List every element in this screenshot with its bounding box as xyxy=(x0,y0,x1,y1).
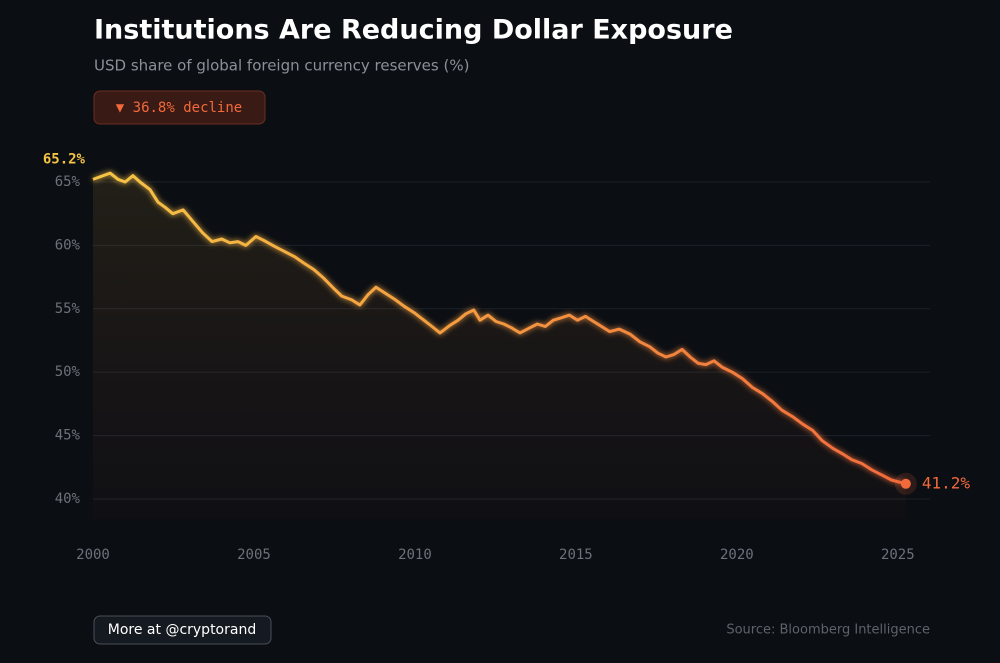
area xyxy=(93,173,906,520)
plot: 40% 45% 50% 55% 60% 65% 2000 2005 2010 2015 2020 20… xyxy=(43,151,971,563)
end-point xyxy=(900,478,911,489)
annotation: ▼ 36.8% decline xyxy=(116,100,242,116)
x-tick-label: 2020 xyxy=(720,547,754,563)
y-tick-label: 60% xyxy=(55,237,81,253)
x-tick-label: 2005 xyxy=(237,547,271,563)
link-button[interactable] xyxy=(93,615,272,645)
link-text[interactable]: More at @cryptorand xyxy=(108,622,256,638)
x-tick-label: 2025 xyxy=(881,547,915,563)
y-tick-label: 50% xyxy=(55,364,81,380)
line xyxy=(92,171,907,486)
y-tick-label: 40% xyxy=(55,491,81,507)
y-tick-label: 65% xyxy=(55,174,81,190)
x-tick-label: 2010 xyxy=(398,547,432,563)
chart-subtitle: USD share of global foreign currency res… xyxy=(94,57,469,75)
annotation-badge xyxy=(93,90,266,125)
y-tick-label: 55% xyxy=(55,301,81,317)
value-label: 65.2% xyxy=(43,151,86,167)
x-tick-label: 2000 xyxy=(76,547,110,563)
y-tick-label: 45% xyxy=(55,428,81,444)
chart-title: Institutions Are Reducing Dollar Exposur… xyxy=(94,15,733,46)
value-label: 41.2% xyxy=(922,473,971,492)
x-tick-label: 2015 xyxy=(559,547,593,563)
source: Source: Bloomberg Intelligence xyxy=(726,623,930,638)
